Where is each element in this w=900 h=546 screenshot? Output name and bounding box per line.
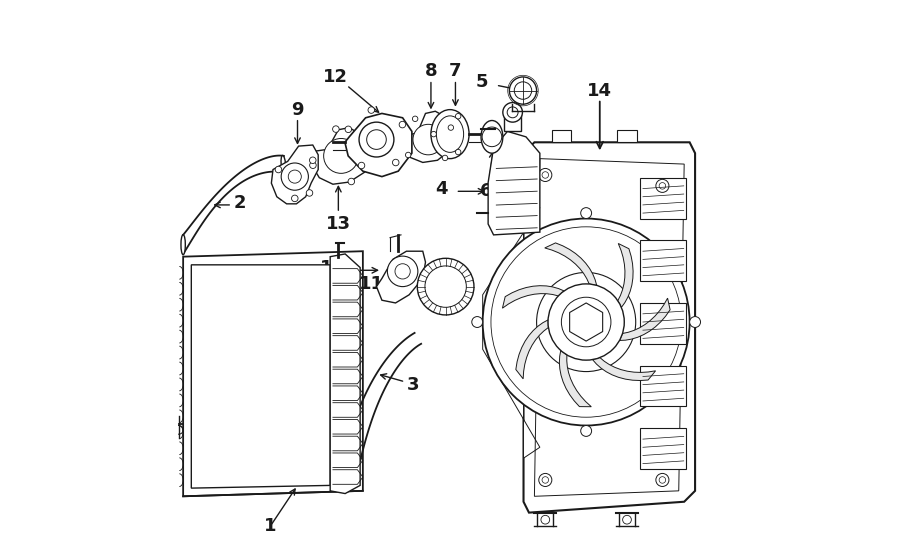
Polygon shape — [505, 115, 521, 132]
Circle shape — [387, 256, 418, 287]
Ellipse shape — [481, 121, 503, 153]
Circle shape — [358, 162, 365, 169]
Circle shape — [503, 103, 522, 122]
Circle shape — [580, 425, 591, 436]
Text: 7: 7 — [449, 62, 462, 80]
Circle shape — [455, 149, 461, 155]
Polygon shape — [524, 143, 695, 513]
Text: 8: 8 — [425, 62, 437, 80]
Circle shape — [455, 114, 461, 119]
Polygon shape — [192, 265, 330, 488]
Circle shape — [306, 189, 313, 196]
Circle shape — [689, 317, 700, 328]
Circle shape — [548, 284, 625, 360]
Text: 1: 1 — [264, 517, 276, 535]
Polygon shape — [482, 197, 540, 458]
Circle shape — [345, 126, 352, 133]
Bar — [640, 177, 687, 218]
Polygon shape — [330, 254, 360, 494]
Circle shape — [572, 308, 599, 335]
Circle shape — [536, 272, 635, 372]
Text: 9: 9 — [292, 100, 304, 118]
Text: 5: 5 — [476, 73, 489, 91]
Circle shape — [412, 116, 418, 122]
Polygon shape — [592, 358, 655, 381]
Circle shape — [348, 178, 355, 185]
Polygon shape — [272, 145, 319, 204]
Bar — [640, 428, 687, 469]
Polygon shape — [345, 114, 412, 176]
Bar — [617, 130, 637, 143]
Circle shape — [392, 159, 399, 166]
Polygon shape — [570, 303, 603, 341]
Circle shape — [324, 139, 358, 173]
Polygon shape — [617, 244, 633, 307]
Polygon shape — [516, 320, 548, 379]
Polygon shape — [376, 251, 426, 303]
Bar — [640, 303, 687, 344]
Ellipse shape — [281, 156, 285, 173]
Circle shape — [418, 258, 474, 315]
Circle shape — [310, 162, 316, 169]
Circle shape — [366, 130, 386, 150]
Circle shape — [580, 207, 591, 218]
Circle shape — [281, 163, 309, 190]
Text: 4: 4 — [436, 180, 448, 198]
Text: 10: 10 — [320, 259, 346, 277]
Text: 13: 13 — [326, 215, 351, 233]
Text: 3: 3 — [407, 376, 419, 394]
Circle shape — [442, 155, 447, 161]
Circle shape — [539, 473, 552, 486]
Circle shape — [623, 515, 632, 524]
Polygon shape — [544, 243, 597, 286]
Circle shape — [400, 121, 406, 128]
Text: 2: 2 — [234, 194, 247, 212]
Polygon shape — [502, 286, 564, 308]
Circle shape — [406, 152, 411, 158]
Circle shape — [472, 317, 482, 328]
Bar — [552, 130, 572, 143]
Circle shape — [656, 473, 669, 486]
Circle shape — [292, 195, 298, 201]
Circle shape — [539, 168, 552, 181]
Circle shape — [448, 125, 454, 130]
Polygon shape — [311, 128, 368, 184]
Circle shape — [482, 218, 689, 425]
Circle shape — [413, 124, 444, 155]
Circle shape — [562, 297, 611, 347]
Circle shape — [368, 107, 374, 114]
Circle shape — [366, 144, 373, 150]
Text: 11: 11 — [358, 275, 383, 293]
Polygon shape — [402, 111, 452, 163]
Circle shape — [359, 122, 394, 157]
Circle shape — [275, 166, 282, 173]
Text: 12: 12 — [323, 68, 348, 86]
Text: 14: 14 — [588, 81, 612, 99]
Circle shape — [509, 77, 536, 104]
Polygon shape — [488, 132, 540, 235]
Polygon shape — [619, 298, 670, 341]
Ellipse shape — [181, 235, 185, 255]
Text: 6: 6 — [481, 182, 492, 200]
Bar — [640, 240, 687, 281]
Circle shape — [425, 266, 466, 307]
Polygon shape — [560, 351, 591, 407]
Circle shape — [431, 132, 436, 137]
Bar — [640, 366, 687, 406]
Circle shape — [310, 157, 316, 164]
Circle shape — [656, 179, 669, 192]
Ellipse shape — [431, 110, 469, 159]
Circle shape — [541, 515, 550, 524]
Circle shape — [333, 126, 339, 132]
